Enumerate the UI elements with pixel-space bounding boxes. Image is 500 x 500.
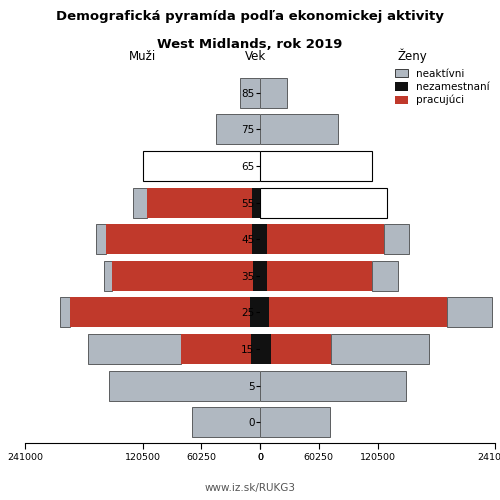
Text: West Midlands, rok 2019: West Midlands, rok 2019 [158,38,342,51]
Bar [270,334,331,364]
Bar [192,408,260,438]
Bar [252,188,260,218]
Bar [260,78,287,108]
Bar [251,334,260,364]
Bar [447,298,492,328]
Bar [267,261,372,291]
Text: Vek: Vek [244,50,266,64]
Bar [372,261,398,291]
Text: www.iz.sk/RUKG3: www.iz.sk/RUKG3 [204,482,296,492]
Text: Muži: Muži [129,50,156,64]
Bar [88,334,181,364]
Bar [267,224,384,254]
Bar [269,298,447,328]
Bar [70,298,250,328]
Bar [216,114,260,144]
Bar [112,261,253,291]
Bar [181,334,251,364]
Bar [260,114,338,144]
Bar [260,334,270,364]
Legend: neaktívni, nezamestnaní, pracujúci: neaktívni, nezamestnaní, pracujúci [392,66,492,108]
Bar [60,298,70,328]
Bar [331,334,428,364]
Text: Ženy: Ženy [398,49,428,64]
Bar [104,261,112,291]
Bar [240,78,260,108]
Bar [147,188,252,218]
Bar [260,298,269,328]
Bar [96,224,106,254]
Bar [260,188,387,218]
Bar [250,298,260,328]
Bar [143,151,260,181]
Bar [106,224,252,254]
Bar [260,151,372,181]
Bar [260,408,330,438]
Bar [260,224,267,254]
Text: Demografická pyramída podľa ekonomickej aktivity: Demografická pyramída podľa ekonomickej … [56,10,444,23]
Bar [260,370,406,400]
Bar [384,224,409,254]
Bar [260,261,267,291]
Bar [133,188,147,218]
Bar [252,224,260,254]
Bar [253,261,260,291]
Bar [109,370,260,400]
